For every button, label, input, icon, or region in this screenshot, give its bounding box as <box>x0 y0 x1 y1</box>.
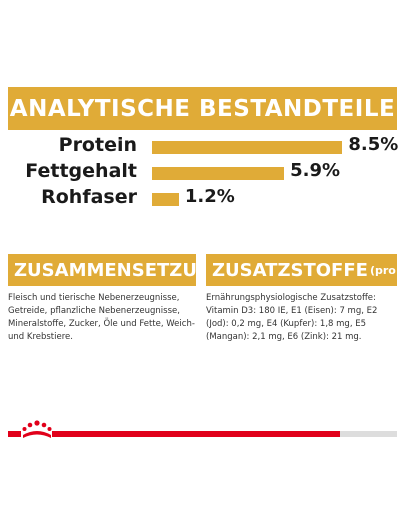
additives-header: ZUSATZSTOFFE (pro kg) <box>206 254 405 286</box>
footer-divider-gray <box>340 431 397 437</box>
row-label: Rohfaser <box>41 186 137 208</box>
row-label: Protein <box>58 134 137 156</box>
footer-divider <box>52 431 397 437</box>
row-bar <box>152 193 179 206</box>
composition-title: ZUSAMMENSETZUNG <box>14 259 227 281</box>
analytic-row-protein: Protein 8.5% <box>0 134 405 160</box>
analytic-row-fettgehalt: Fettgehalt 5.9% <box>0 160 405 186</box>
royal-canin-crown-logo-icon <box>22 420 52 438</box>
row-label: Fettgehalt <box>25 160 137 182</box>
composition-text: Fleisch und tierische Nebenerzeugnisse, … <box>8 293 195 342</box>
row-value: 1.2% <box>184 186 235 207</box>
additives-title: ZUSATZSTOFFE <box>212 259 368 281</box>
analytics-header: ANALYTISCHE BESTANDTEILE <box>8 87 397 130</box>
row-value: 5.9% <box>290 160 341 181</box>
additives-unit: (pro kg) <box>369 263 405 277</box>
analytics-title: ANALYTISCHE BESTANDTEILE <box>9 95 396 122</box>
composition-header: ZUSAMMENSETZUNG <box>8 254 227 286</box>
row-bar <box>152 141 343 154</box>
row-bar <box>152 167 285 180</box>
analytic-row-rohfaser: Rohfaser 1.2% <box>0 186 405 212</box>
footer-divider-left <box>8 431 21 437</box>
row-value: 8.5% <box>348 134 399 155</box>
additives-text: Ernährungsphysiologische Zusatzstoffe: V… <box>206 293 378 342</box>
